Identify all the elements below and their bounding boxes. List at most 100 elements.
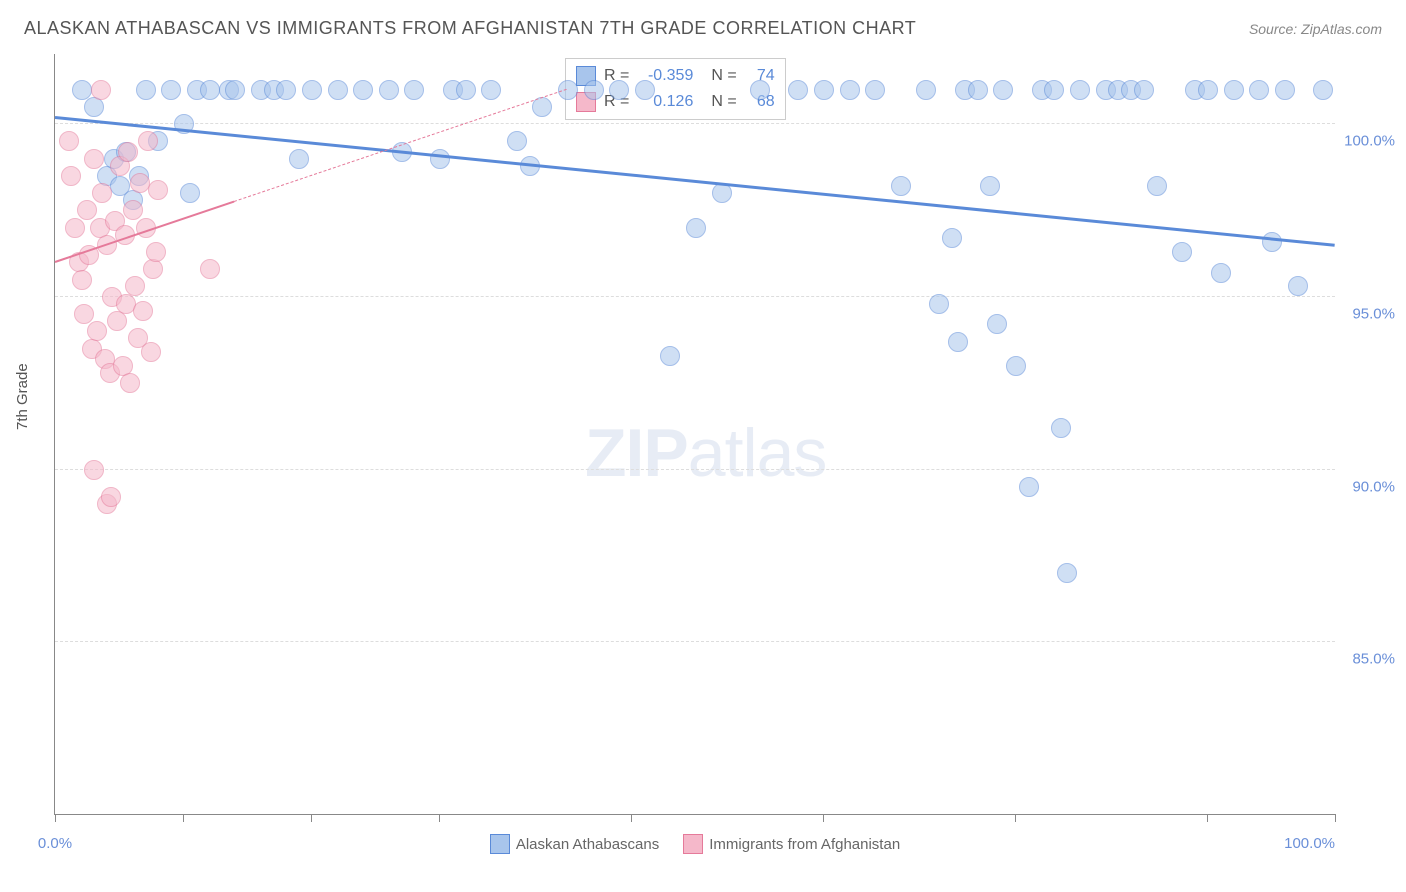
data-point	[302, 80, 322, 100]
gridline	[55, 296, 1335, 297]
data-point	[1275, 80, 1295, 100]
data-point	[1211, 263, 1231, 283]
stats-row: R =-0.359N =74	[576, 63, 775, 89]
data-point	[65, 218, 85, 238]
data-point	[276, 80, 296, 100]
chart-source: Source: ZipAtlas.com	[1249, 21, 1382, 37]
data-point	[865, 80, 885, 100]
data-point	[750, 80, 770, 100]
data-point	[84, 97, 104, 117]
data-point	[379, 80, 399, 100]
data-point	[87, 321, 107, 341]
legend-label: Alaskan Athabascans	[516, 836, 659, 853]
x-tick	[311, 814, 312, 822]
y-tick-label: 85.0%	[1340, 651, 1395, 668]
x-tick	[631, 814, 632, 822]
x-tick	[439, 814, 440, 822]
data-point	[987, 314, 1007, 334]
data-point	[507, 131, 527, 151]
x-tick-label: 0.0%	[38, 835, 72, 852]
data-point	[942, 228, 962, 248]
legend-bottom: Alaskan Athabascans Immigrants from Afgha…	[55, 834, 1335, 854]
data-point	[146, 242, 166, 262]
data-point	[92, 183, 112, 203]
data-point	[74, 304, 94, 324]
data-point	[1019, 477, 1039, 497]
n-label: N =	[711, 89, 736, 115]
data-point	[430, 149, 450, 169]
data-point	[481, 80, 501, 100]
data-point	[120, 373, 140, 393]
data-point	[353, 80, 373, 100]
data-point	[148, 180, 168, 200]
data-point	[225, 80, 245, 100]
data-point	[180, 183, 200, 203]
data-point	[61, 166, 81, 186]
data-point	[161, 80, 181, 100]
legend-swatch	[683, 834, 703, 854]
y-tick-label: 100.0%	[1340, 133, 1395, 150]
gridline	[55, 469, 1335, 470]
data-point	[1044, 80, 1064, 100]
data-point	[814, 80, 834, 100]
data-point	[584, 80, 604, 100]
data-point	[136, 80, 156, 100]
data-point	[125, 276, 145, 296]
data-point	[660, 346, 680, 366]
x-tick	[1207, 814, 1208, 822]
stats-row: R =0.126N =68	[576, 89, 775, 115]
scatter-chart: ZIPatlas R =-0.359N =74R =0.126N =68 Ala…	[54, 54, 1335, 815]
legend-swatch	[490, 834, 510, 854]
data-point	[686, 218, 706, 238]
data-point	[456, 80, 476, 100]
data-point	[1262, 232, 1282, 252]
data-point	[101, 487, 121, 507]
data-point	[77, 200, 97, 220]
data-point	[968, 80, 988, 100]
data-point	[118, 142, 138, 162]
data-point	[143, 259, 163, 279]
legend-item: Immigrants from Afghanistan	[683, 834, 900, 854]
data-point	[1134, 80, 1154, 100]
data-point	[84, 149, 104, 169]
x-tick	[1335, 814, 1336, 822]
data-point	[84, 460, 104, 480]
data-point	[133, 301, 153, 321]
data-point	[916, 80, 936, 100]
data-point	[788, 80, 808, 100]
y-axis-label: 7th Grade	[14, 363, 31, 430]
chart-title: ALASKAN ATHABASCAN VS IMMIGRANTS FROM AF…	[24, 18, 916, 39]
data-point	[1288, 276, 1308, 296]
legend-item: Alaskan Athabascans	[490, 834, 659, 854]
legend-label: Immigrants from Afghanistan	[709, 836, 900, 853]
data-point	[72, 80, 92, 100]
x-tick	[55, 814, 56, 822]
data-point	[609, 80, 629, 100]
data-point	[993, 80, 1013, 100]
data-point	[200, 259, 220, 279]
x-tick	[1015, 814, 1016, 822]
gridline	[55, 123, 1335, 124]
x-tick	[823, 814, 824, 822]
data-point	[1249, 80, 1269, 100]
x-tick	[183, 814, 184, 822]
data-point	[59, 131, 79, 151]
data-point	[929, 294, 949, 314]
data-point	[200, 80, 220, 100]
data-point	[840, 80, 860, 100]
data-point	[91, 80, 111, 100]
y-tick-label: 90.0%	[1340, 478, 1395, 495]
data-point	[1313, 80, 1333, 100]
data-point	[289, 149, 309, 169]
y-tick-label: 95.0%	[1340, 305, 1395, 322]
data-point	[107, 311, 127, 331]
data-point	[1057, 563, 1077, 583]
data-point	[635, 80, 655, 100]
watermark-zip: ZIP	[585, 415, 688, 491]
x-tick-label: 100.0%	[1284, 835, 1335, 852]
data-point	[1198, 80, 1218, 100]
data-point	[1224, 80, 1244, 100]
data-point	[328, 80, 348, 100]
data-point	[891, 176, 911, 196]
data-point	[72, 270, 92, 290]
